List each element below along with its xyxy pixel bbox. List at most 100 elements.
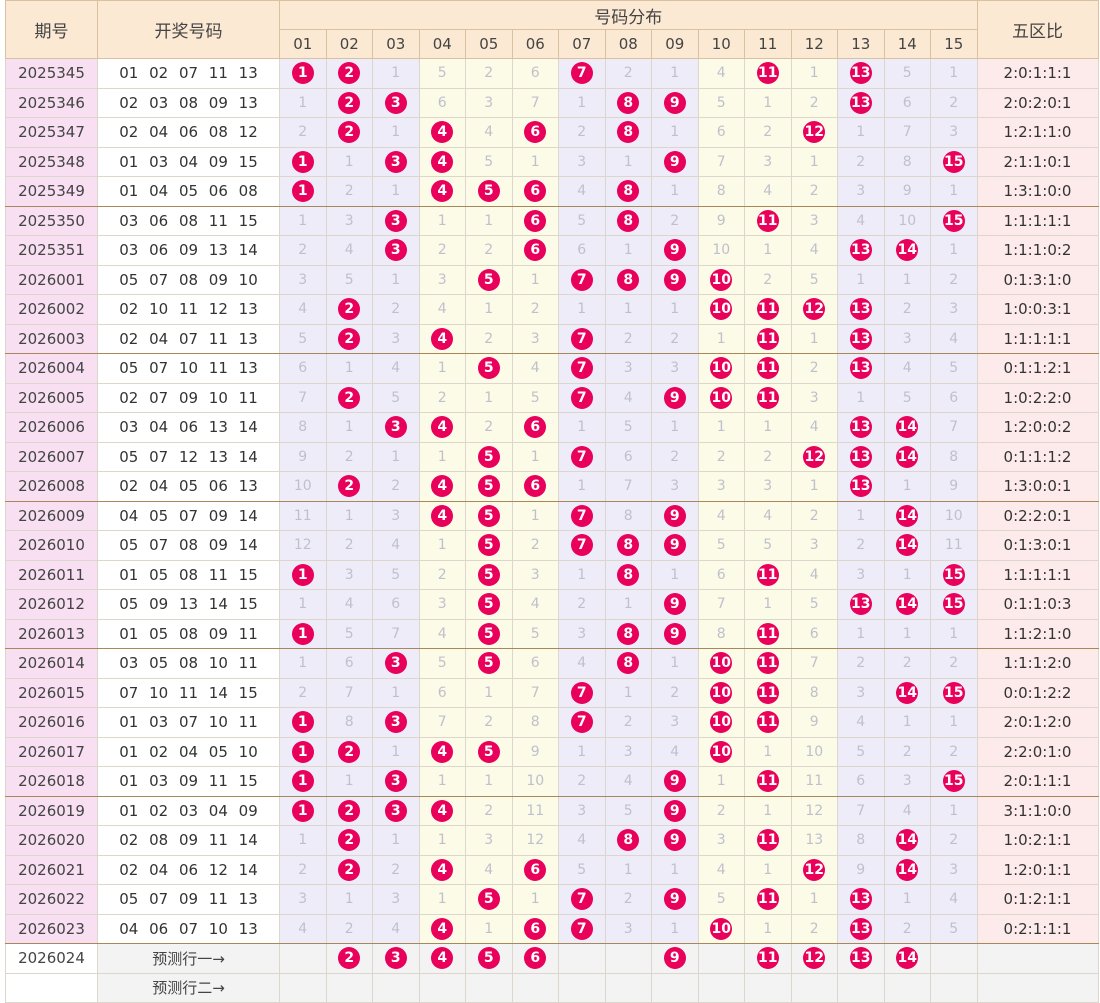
distribution-cell: 5 xyxy=(930,353,978,384)
distribution-cell: 7 xyxy=(558,353,606,384)
distribution-cell: 4 xyxy=(325,589,373,620)
distribution-cell: 2 xyxy=(418,559,466,590)
hit-ball: 7 xyxy=(570,534,593,557)
zone-ratio-cell: 1:3:0:0:1 xyxy=(976,471,1099,502)
distribution-cell: 5 xyxy=(511,618,559,649)
hit-ball: 1 xyxy=(291,150,314,173)
distribution-cell: 10 xyxy=(697,677,745,708)
distribution-cell: 4 xyxy=(837,205,885,236)
distribution-cell: 9 xyxy=(651,87,699,118)
distribution-cell: 1 xyxy=(744,795,792,826)
distribution-cell: 1 xyxy=(744,854,792,885)
draw-numbers-cell: 04 06 07 10 13 xyxy=(97,913,280,944)
draw-numbers-cell: 01 03 07 10 11 xyxy=(97,707,280,738)
distribution-cell: 2 xyxy=(511,294,559,325)
distribution-cell: 1 xyxy=(837,500,885,531)
hit-ball: 14 xyxy=(896,504,919,527)
distribution-cell: 11 xyxy=(744,618,792,649)
hit-ball: 3 xyxy=(384,652,407,675)
distribution-cell: 11 xyxy=(744,559,792,590)
distribution-cell: 14 xyxy=(883,589,931,620)
hit-ball: 2 xyxy=(338,475,361,498)
distribution-cell: 11 xyxy=(930,530,978,561)
header-period: 期号 xyxy=(5,0,98,59)
distribution-cell: 5 xyxy=(325,618,373,649)
distribution-cell: 6 xyxy=(511,176,559,207)
distribution-cell: 13 xyxy=(837,353,885,384)
distribution-cell: 1 xyxy=(651,176,699,207)
distribution-cell: 3 xyxy=(837,559,885,590)
prediction-period-cell: 2026024 xyxy=(5,943,98,974)
period-cell: 2026009 xyxy=(5,500,98,531)
period-cell: 2025348 xyxy=(5,146,98,177)
distribution-cell: 1 xyxy=(279,707,327,738)
hit-ball: 1 xyxy=(291,62,314,85)
distribution-cell: 6 xyxy=(511,235,559,266)
distribution-cell: 3 xyxy=(279,264,327,295)
prediction-cell: 4 xyxy=(418,943,466,974)
distribution-cell: 6 xyxy=(511,854,559,885)
zone-ratio-cell: 2:0:2:0:1 xyxy=(976,87,1099,118)
period-cell: 2025349 xyxy=(5,176,98,207)
draw-numbers-cell: 02 04 06 08 12 xyxy=(97,117,280,148)
distribution-cell: 1 xyxy=(279,618,327,649)
hit-ball: 11 xyxy=(756,622,779,645)
hit-ball: 12 xyxy=(803,858,826,881)
prediction-cell xyxy=(744,972,792,1003)
distribution-cell: 3 xyxy=(372,795,420,826)
table-row: 2026009 04 05 07 09 14 11 1 3 4 5 1 7 8 9 4 4 2 1 14 10 0… xyxy=(5,500,1099,531)
distribution-cell: 1 xyxy=(930,795,978,826)
distribution-cell: 1 xyxy=(279,146,327,177)
distribution-cell: 8 xyxy=(837,825,885,856)
distribution-cell: 5 xyxy=(930,913,978,944)
distribution-cell: 3 xyxy=(558,795,606,826)
prediction-cell xyxy=(558,943,606,974)
period-cell: 2026008 xyxy=(5,471,98,502)
distribution-cell: 2 xyxy=(744,264,792,295)
distribution-cell: 5 xyxy=(697,884,745,915)
distribution-cell: 4 xyxy=(883,795,931,826)
zone-ratio-cell: 1:2:0:0:2 xyxy=(976,412,1099,443)
distribution-cell: 5 xyxy=(790,264,838,295)
hit-ball: 8 xyxy=(617,534,640,557)
distribution-cell: 5 xyxy=(604,795,652,826)
distribution-cell: 2 xyxy=(651,205,699,236)
distribution-cell: 1 xyxy=(325,146,373,177)
distribution-cell: 2 xyxy=(325,176,373,207)
distribution-cell: 4 xyxy=(418,500,466,531)
table-row: 2026014 03 05 08 10 11 1 6 3 5 5 6 4 8 1 10 11 7 2 2 2 1:… xyxy=(5,648,1099,679)
distribution-cell: 5 xyxy=(697,87,745,118)
distribution-cell: 10 xyxy=(697,294,745,325)
table-row: 2025345 01 02 07 11 13 1 2 1 5 2 6 7 2 1 4 11 1 13 5 1 2:… xyxy=(5,58,1099,89)
distribution-cell: 7 xyxy=(558,884,606,915)
distribution-cell: 9 xyxy=(651,618,699,649)
distribution-cell: 3 xyxy=(372,884,420,915)
hit-ball: 5 xyxy=(477,652,500,675)
number-header-06: 06 xyxy=(511,29,559,59)
distribution-cell: 1 xyxy=(279,58,327,89)
distribution-cell: 10 xyxy=(697,264,745,295)
distribution-cell: 2 xyxy=(325,58,373,89)
distribution-cell: 2 xyxy=(465,323,513,354)
distribution-cell: 5 xyxy=(558,854,606,885)
distribution-cell: 7 xyxy=(558,500,606,531)
number-header-01: 01 xyxy=(279,29,327,59)
distribution-cell: 7 xyxy=(790,648,838,679)
distribution-cell: 15 xyxy=(930,589,978,620)
prediction-cell xyxy=(604,972,652,1003)
distribution-cell: 5 xyxy=(465,441,513,472)
hit-ball: 15 xyxy=(942,681,965,704)
distribution-cell: 6 xyxy=(511,205,559,236)
number-header-10: 10 xyxy=(697,29,745,59)
hit-ball: 4 xyxy=(431,917,454,940)
hit-ball: 3 xyxy=(384,711,407,734)
distribution-cell: 1 xyxy=(744,412,792,443)
distribution-cell: 1 xyxy=(372,825,420,856)
distribution-cell: 2 xyxy=(790,913,838,944)
hit-ball: 7 xyxy=(570,711,593,734)
period-cell: 2026011 xyxy=(5,559,98,590)
hit-ball: 11 xyxy=(756,327,779,350)
distribution-cell: 5 xyxy=(744,530,792,561)
draw-numbers-cell: 02 04 05 06 13 xyxy=(97,471,280,502)
distribution-cell: 2 xyxy=(883,648,931,679)
